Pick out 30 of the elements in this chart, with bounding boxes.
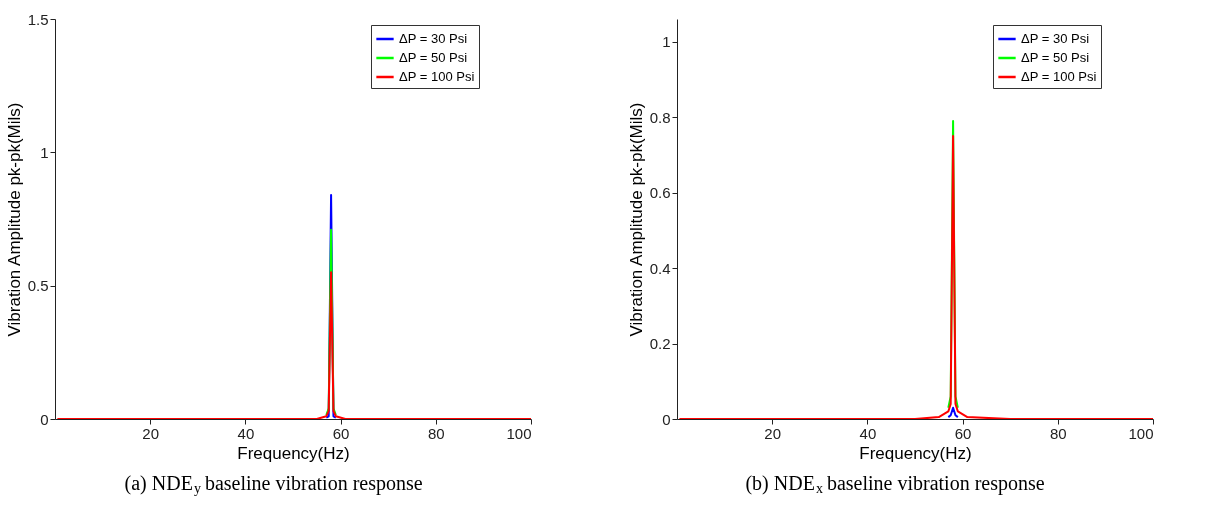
x-tick-label: 100: [506, 424, 532, 442]
y-tick-label: 0: [662, 410, 671, 428]
y-tick-label: 1: [40, 143, 49, 161]
y-tick-label: 1: [662, 33, 671, 51]
x-tick-label: 20: [142, 424, 160, 442]
x-tick-label: 20: [764, 424, 782, 442]
x-tick-label: 40: [237, 424, 255, 442]
y-tick-label: 0.8: [649, 108, 671, 126]
x-tick-label: 80: [427, 424, 445, 442]
y-tick-label: 1.5: [27, 10, 49, 28]
legend-label: ΔP = 50 Psi: [399, 50, 468, 65]
x-tick-label: 40: [859, 424, 877, 442]
legend-label: ΔP = 50 Psi: [1021, 50, 1090, 65]
legend-label: ΔP = 30 Psi: [1021, 31, 1090, 46]
x-tick-label: 100: [1128, 424, 1154, 442]
legend-label: ΔP = 30 Psi: [399, 31, 468, 46]
x-tick-label: 60: [332, 424, 350, 442]
y-axis-title: Vibration Amplitude pk-pk(Mils): [4, 102, 24, 337]
y-tick-label: 0.2: [649, 335, 671, 353]
y-tick-label: 0.4: [649, 259, 671, 277]
legend-label: ΔP = 100 Psi: [1021, 69, 1097, 84]
x-axis-title: Frequency(Hz): [859, 443, 972, 463]
x-tick-label: 60: [954, 424, 972, 442]
y-axis-title: Vibration Amplitude pk-pk(Mils): [626, 102, 646, 337]
x-axis-title: Frequency(Hz): [237, 443, 350, 463]
y-tick-label: 0.6: [649, 184, 671, 202]
y-tick-label: 0.5: [27, 277, 49, 295]
y-tick-label: 0: [40, 410, 49, 428]
x-tick-label: 80: [1049, 424, 1067, 442]
legend-label: ΔP = 100 Psi: [399, 69, 475, 84]
